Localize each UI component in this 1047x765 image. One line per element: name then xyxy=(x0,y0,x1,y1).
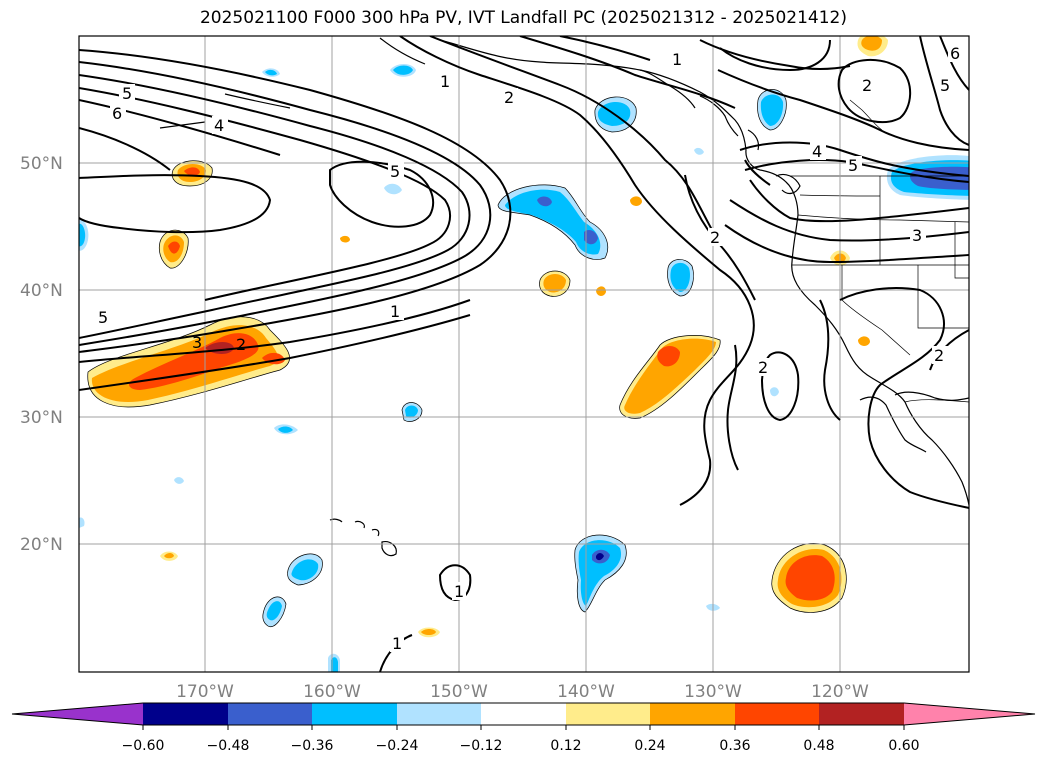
lon-label: 160°W xyxy=(303,682,361,702)
coastlines xyxy=(159,37,969,557)
latitude-labels: 50°N 40°N 30°N 20°N xyxy=(20,154,63,555)
colorbar-extend-low xyxy=(12,703,143,725)
lon-label: 120°W xyxy=(811,682,869,702)
colorbar-tick-label: −0.36 xyxy=(291,738,334,754)
contour-label: 4 xyxy=(812,142,822,161)
colorbar-tick-label: 0.36 xyxy=(719,738,750,754)
contour-label: 4 xyxy=(214,116,224,135)
contour-label: 5 xyxy=(122,84,132,103)
gridlines xyxy=(79,36,969,672)
colorbar-segment xyxy=(735,703,819,725)
contour-labels: 5 6 4 5 5 1 1 1 2 3 2 2 4 5 3 xyxy=(97,44,964,653)
colorbar-segment xyxy=(397,703,481,725)
colorbar-tick-label: 0.60 xyxy=(888,738,919,754)
contour-label: 2 xyxy=(710,228,720,247)
colorbar-extend-high xyxy=(904,703,1035,725)
contour-label: 2 xyxy=(758,358,768,377)
colorbar-segment xyxy=(143,703,228,725)
contour-label: 1 xyxy=(454,582,464,601)
lon-label: 140°W xyxy=(557,682,615,702)
contour-label: 2 xyxy=(862,76,872,95)
contour-label: 5 xyxy=(848,156,858,175)
colorbar-tick-label: −0.12 xyxy=(460,738,503,754)
contour-label: 2 xyxy=(504,88,514,107)
colorbar-tick-label: 0.48 xyxy=(803,738,834,754)
contour-label: 1 xyxy=(392,634,402,653)
pv-contours xyxy=(79,36,969,672)
contour-label: 2 xyxy=(236,335,246,354)
contour-label: 5 xyxy=(390,162,400,181)
lat-label: 30°N xyxy=(20,408,63,428)
lon-label: 170°W xyxy=(176,682,234,702)
contour-label: 5 xyxy=(98,308,108,327)
colorbar-tick-label: −0.48 xyxy=(207,738,250,754)
contour-label: 2 xyxy=(934,346,944,365)
colorbar-tick-label: −0.60 xyxy=(122,738,165,754)
colorbar-segment xyxy=(481,703,566,725)
lon-label: 150°W xyxy=(430,682,488,702)
contour-label: 1 xyxy=(672,50,682,69)
chart-title: 2025021100 F000 300 hPa PV, IVT Landfall… xyxy=(199,8,847,28)
colorbar-tick-label: 0.24 xyxy=(634,738,665,754)
contour-label: 6 xyxy=(950,44,960,63)
contour-label: 3 xyxy=(912,226,922,245)
lat-label: 50°N xyxy=(20,154,63,174)
lon-label: 130°W xyxy=(684,682,742,702)
colorbar-segment xyxy=(650,703,735,725)
colorbar-segment xyxy=(312,703,397,725)
longitude-labels: 170°W 160°W 150°W 140°W 130°W 120°W xyxy=(176,682,869,702)
contour-label: 6 xyxy=(112,104,122,123)
colorbar-tick-label: −0.24 xyxy=(376,738,419,754)
colorbar-segment xyxy=(228,703,312,725)
colorbar-tick-label: 0.12 xyxy=(550,738,581,754)
map-frame xyxy=(78,35,970,673)
contour-label: 1 xyxy=(390,302,400,321)
colorbar-segment xyxy=(819,703,904,725)
contour-label: 1 xyxy=(440,72,450,91)
lat-label: 20°N xyxy=(20,535,63,555)
lat-label: 40°N xyxy=(20,281,63,301)
colorbar-segment xyxy=(566,703,650,725)
colorbar: −0.60 −0.48 −0.36 −0.24 −0.12 0.12 0.24 … xyxy=(11,702,1036,754)
pv-shading xyxy=(79,36,969,672)
contour-label: 5 xyxy=(940,76,950,95)
contour-label: 3 xyxy=(192,333,202,352)
